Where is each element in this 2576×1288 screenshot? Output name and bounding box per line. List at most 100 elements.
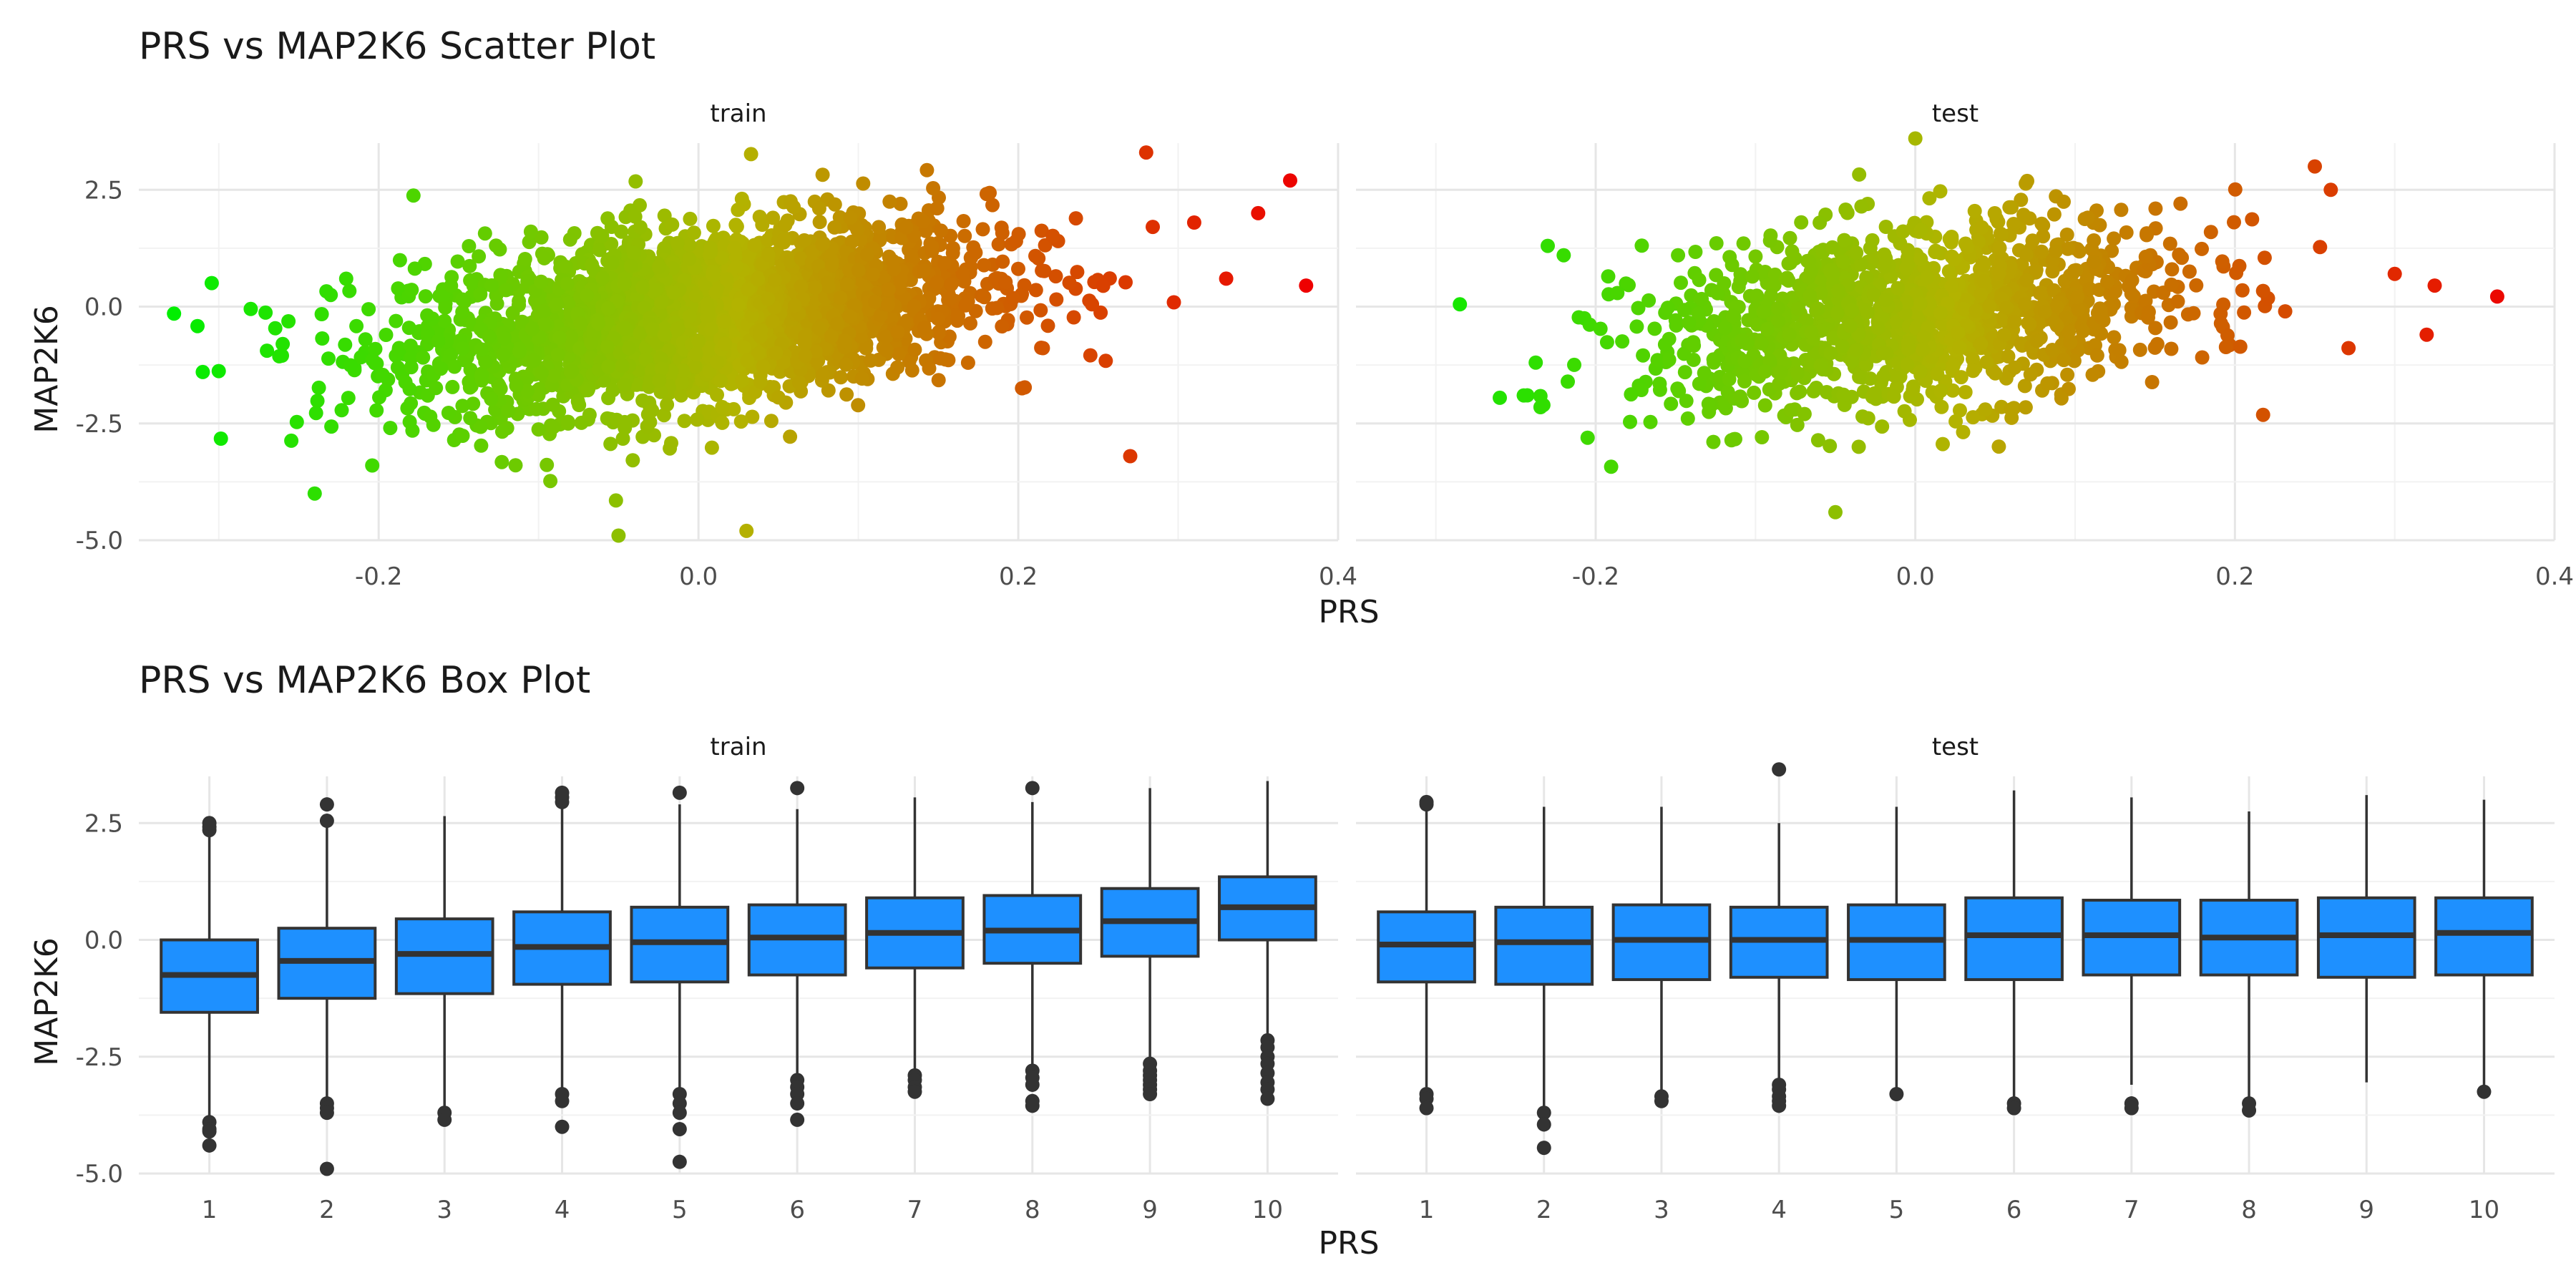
scatter-test-point xyxy=(1948,414,1963,429)
scatter-test-point xyxy=(1906,382,1921,397)
scatter-train-point xyxy=(635,280,650,295)
scatter-train-point xyxy=(745,409,760,424)
box-test-x-tick-label: 4 xyxy=(1771,1196,1787,1224)
scatter-test-point xyxy=(1770,314,1785,328)
scatter-train-point xyxy=(536,304,551,319)
scatter-test-point xyxy=(1979,355,1994,370)
scatter-test-point xyxy=(1636,348,1651,363)
scatter-test-point xyxy=(2045,264,2060,279)
scatter-test-point xyxy=(1878,220,1893,234)
scatter-test-point xyxy=(1770,301,1785,316)
scatter-test-point xyxy=(2235,283,2250,298)
scatter-test-point xyxy=(1810,301,1825,316)
scatter-test-point xyxy=(1854,257,1868,272)
scatter-train-point xyxy=(310,394,325,409)
scatter-test-point xyxy=(2060,367,2075,382)
scatter-train-point xyxy=(534,366,549,381)
scatter-test-point xyxy=(2189,278,2204,293)
scatter-test-point xyxy=(1756,304,1771,319)
scatter-train-point xyxy=(190,318,205,333)
scatter-train-point xyxy=(434,361,449,376)
scatter-test-point xyxy=(1831,283,1845,298)
scatter-train-point xyxy=(455,292,470,307)
box-train-y-tick-label: -5.0 xyxy=(76,1160,123,1189)
scatter-test-point xyxy=(2020,173,2034,188)
scatter-test-point xyxy=(2227,215,2241,230)
scatter-test-point xyxy=(2195,241,2209,256)
scatter-train-point xyxy=(991,237,1006,252)
scatter-train-point xyxy=(838,333,853,348)
scatter-train-point xyxy=(546,419,561,434)
scatter-test-point xyxy=(2165,262,2180,277)
scatter-test-point xyxy=(2040,376,2055,391)
scatter-train-point xyxy=(990,301,1005,316)
scatter-train-point xyxy=(893,196,908,211)
box-train-x-tick-label: 4 xyxy=(555,1196,570,1224)
scatter-test-point xyxy=(2323,182,2338,197)
scatter-train-point xyxy=(934,223,949,238)
scatter-test-point xyxy=(1680,411,1695,426)
scatter-train-point xyxy=(890,325,905,339)
scatter-train-point xyxy=(713,374,728,389)
scatter-train-point xyxy=(648,283,663,298)
scatter-test-point xyxy=(1837,233,1852,248)
box-test-x-tick-label: 5 xyxy=(1889,1196,1905,1224)
scatter-train-point xyxy=(595,270,610,286)
scatter-train-point xyxy=(260,343,275,358)
scatter-test-point xyxy=(1933,306,1948,321)
scatter-train-point xyxy=(860,247,874,262)
scatter-test-point xyxy=(2025,233,2040,248)
scatter-test-point xyxy=(1790,366,1805,381)
scatter-train-point xyxy=(633,326,648,341)
scatter-train-point xyxy=(839,387,854,402)
scatter-train-point xyxy=(653,384,668,399)
scatter-train-point xyxy=(930,275,945,290)
scatter-test-point xyxy=(1886,389,1901,404)
scatter-test-point xyxy=(1677,365,1692,380)
scatter-test-point xyxy=(1823,439,1838,454)
scatter-test-point xyxy=(2237,305,2252,320)
scatter-train-point xyxy=(365,353,380,368)
scatter-train-point xyxy=(402,381,417,396)
scatter-train-point xyxy=(383,421,398,436)
scatter-train-point xyxy=(358,332,373,347)
scatter-train-point xyxy=(977,258,992,273)
scatter-train-point xyxy=(512,344,527,359)
scatter-train-point xyxy=(769,346,784,361)
box-test-outlier xyxy=(1654,1093,1669,1108)
scatter-train-point xyxy=(420,308,435,323)
scatter-test-point xyxy=(1634,238,1649,253)
scatter-test-point xyxy=(1528,355,1543,370)
scatter-test-point xyxy=(1996,328,2011,343)
scatter-train-point xyxy=(715,399,730,414)
scatter-train-x-tick-label: 0.4 xyxy=(1319,562,1357,591)
scatter-test-point xyxy=(2086,254,2101,269)
scatter-test-x-tick-label: 0.2 xyxy=(2215,562,2254,591)
scatter-train-point xyxy=(744,308,759,323)
scatter-test-point xyxy=(2045,343,2060,357)
scatter-train-point xyxy=(604,237,619,251)
scatter-test-point xyxy=(2186,306,2201,321)
scatter-train-point xyxy=(195,364,210,379)
scatter-test-point xyxy=(1757,398,1772,413)
scatter-train-point xyxy=(369,403,384,418)
scatter-train-point xyxy=(666,285,681,300)
scatter-train-point xyxy=(550,297,565,312)
scatter-train-point xyxy=(618,377,632,392)
scatter-train-point xyxy=(755,218,770,232)
scatter-train-point xyxy=(268,321,283,336)
box-panel-test: 1 2 3 4 5 6 7 8 9 10 test xyxy=(1356,733,2555,1224)
box-test-strip-label: test xyxy=(1932,733,1979,761)
scatter-test-point xyxy=(1978,402,1993,417)
scatter-test-point xyxy=(2173,196,2188,211)
scatter-panel-test: -0.2 0.0 0.2 0.4 test xyxy=(1356,99,2574,591)
scatter-train-point xyxy=(338,271,353,286)
scatter-test-point xyxy=(2216,297,2231,312)
scatter-train-point xyxy=(844,234,859,249)
scatter-train-point xyxy=(824,258,839,273)
scatter-train-point xyxy=(501,404,516,418)
scatter-test-point xyxy=(1916,330,1931,345)
box-test-outlier xyxy=(1536,1141,1551,1156)
scatter-train-point xyxy=(985,197,1000,213)
scatter-train-point xyxy=(392,253,407,268)
